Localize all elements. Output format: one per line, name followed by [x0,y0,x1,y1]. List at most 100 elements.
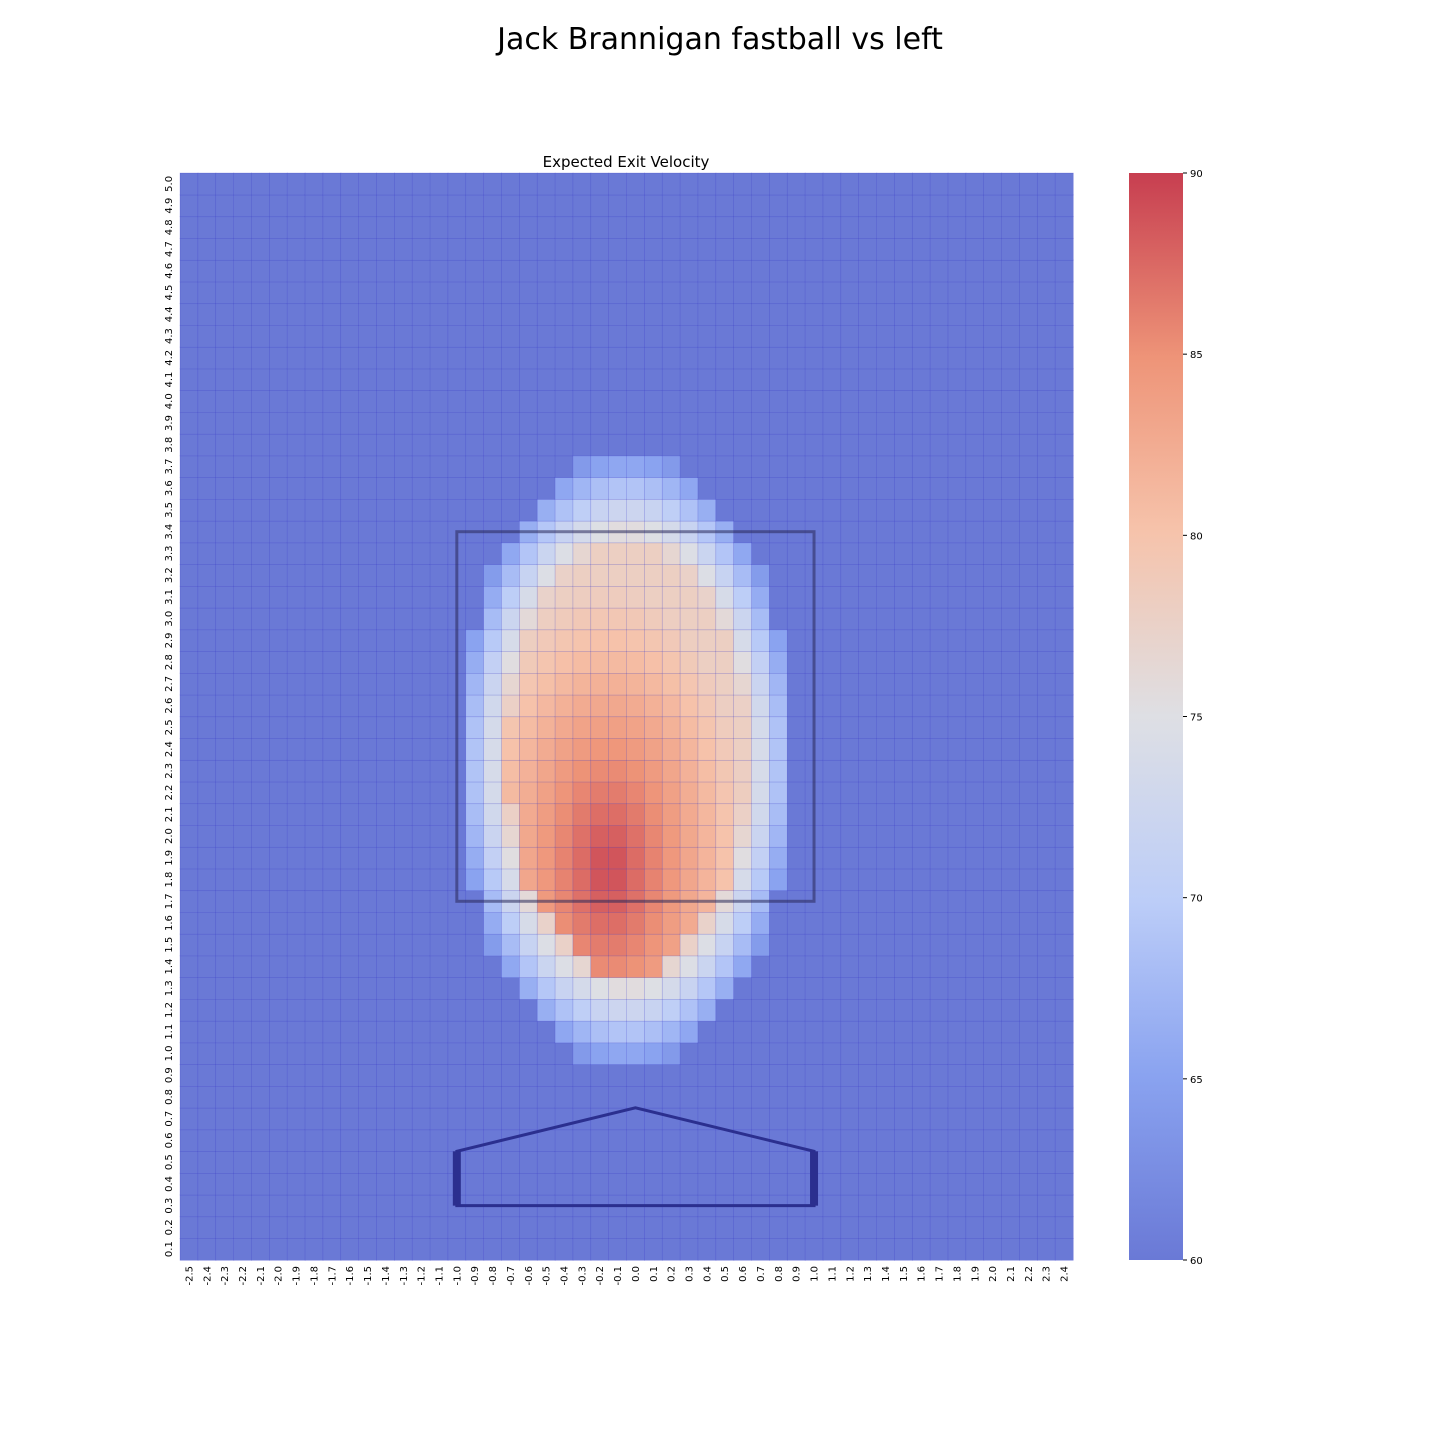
heatmap-cell [198,1064,216,1086]
heatmap-cell [948,1064,966,1086]
heatmap-cell [269,195,287,217]
heatmap-cell [1037,260,1055,282]
heatmap-cell [216,890,234,912]
heatmap-cell [198,999,216,1021]
heatmap-cell [698,695,716,717]
heatmap-cell [198,456,216,478]
heatmap-cell [841,1021,859,1043]
heatmap-cell [662,390,680,412]
heatmap-cell [894,477,912,499]
heatmap-cell [341,630,359,652]
heatmap-cell [591,216,609,238]
heatmap-cell [180,825,198,847]
heatmap-cell [1002,1064,1020,1086]
heatmap-cell [216,869,234,891]
heatmap-cell [412,912,430,934]
heatmap-cell [573,216,591,238]
heatmap-cell [877,956,895,978]
heatmap-cell [323,934,341,956]
heatmap-cell [752,803,770,825]
heatmap-cell [966,1217,984,1239]
heatmap-cell [359,695,377,717]
heatmap-cell [412,1151,430,1173]
heatmap-cell [234,1238,252,1260]
heatmap-cell [627,977,645,999]
heatmap-cell [376,717,394,739]
heatmap-cell [662,999,680,1021]
heatmap-cell [394,195,412,217]
heatmap-cell [1019,912,1037,934]
heatmap-cell [966,412,984,434]
heatmap-cell [805,1064,823,1086]
heatmap-cell [198,1021,216,1043]
heatmap-cell [484,412,502,434]
heatmap-cell [323,1173,341,1195]
heatmap-cell [769,456,787,478]
heatmap-cell [680,1173,698,1195]
heatmap-cell [1002,630,1020,652]
heatmap-cell [394,738,412,760]
heatmap-cell [519,977,537,999]
heatmap-cell [787,803,805,825]
heatmap-cell [948,869,966,891]
heatmap-cell [251,216,269,238]
heatmap-cell [394,1195,412,1217]
heatmap-cell [859,456,877,478]
heatmap-cell [841,825,859,847]
heatmap-cell [680,477,698,499]
heatmap-cell [823,477,841,499]
heatmap-cell [948,1195,966,1217]
heatmap-cell [966,1238,984,1260]
heatmap-cell [394,977,412,999]
heatmap-cell [466,238,484,260]
heatmap-cell [1037,1130,1055,1152]
heatmap-cell [180,1173,198,1195]
heatmap-cell [984,651,1002,673]
heatmap-cell [966,1195,984,1217]
colorbar-tick-label: 60 [1190,1256,1203,1267]
heatmap-cell [877,760,895,782]
heatmap-cell [680,369,698,391]
heatmap-cell [734,1173,752,1195]
heatmap-cell [787,282,805,304]
heatmap-cell [966,195,984,217]
heatmap-cell [966,434,984,456]
heatmap-cell [769,325,787,347]
heatmap-cell [823,1195,841,1217]
x-tick-label: -1.2 [417,1266,428,1286]
heatmap-cell [627,195,645,217]
heatmap-cell [662,825,680,847]
heatmap-cell [734,1217,752,1239]
heatmap-cell [323,695,341,717]
heatmap-cell [216,390,234,412]
heatmap-cell [430,1173,448,1195]
heatmap-cell [376,238,394,260]
heatmap-cell [484,195,502,217]
heatmap-cell [894,282,912,304]
heatmap-cell [519,347,537,369]
heatmap-cell [216,847,234,869]
heatmap-cell [841,390,859,412]
heatmap-cell [859,1064,877,1086]
heatmap-cell [644,325,662,347]
y-tick-label: 1.9 [164,850,175,866]
heatmap-cell [484,651,502,673]
heatmap-cell [430,999,448,1021]
heatmap-cell [662,782,680,804]
x-tick-label: -0.9 [470,1266,481,1286]
heatmap-cell [1055,803,1073,825]
heatmap-cell [555,912,573,934]
heatmap-cell [484,477,502,499]
heatmap-cell [680,847,698,869]
heatmap-cell [716,1021,734,1043]
heatmap-cell [680,260,698,282]
heatmap-cell [394,1173,412,1195]
heatmap-cell [1019,1217,1037,1239]
heatmap-cell [966,869,984,891]
heatmap-cell [573,195,591,217]
heatmap-cell [680,956,698,978]
heatmap-cell [698,238,716,260]
heatmap-cell [627,847,645,869]
heatmap-cell [573,1217,591,1239]
